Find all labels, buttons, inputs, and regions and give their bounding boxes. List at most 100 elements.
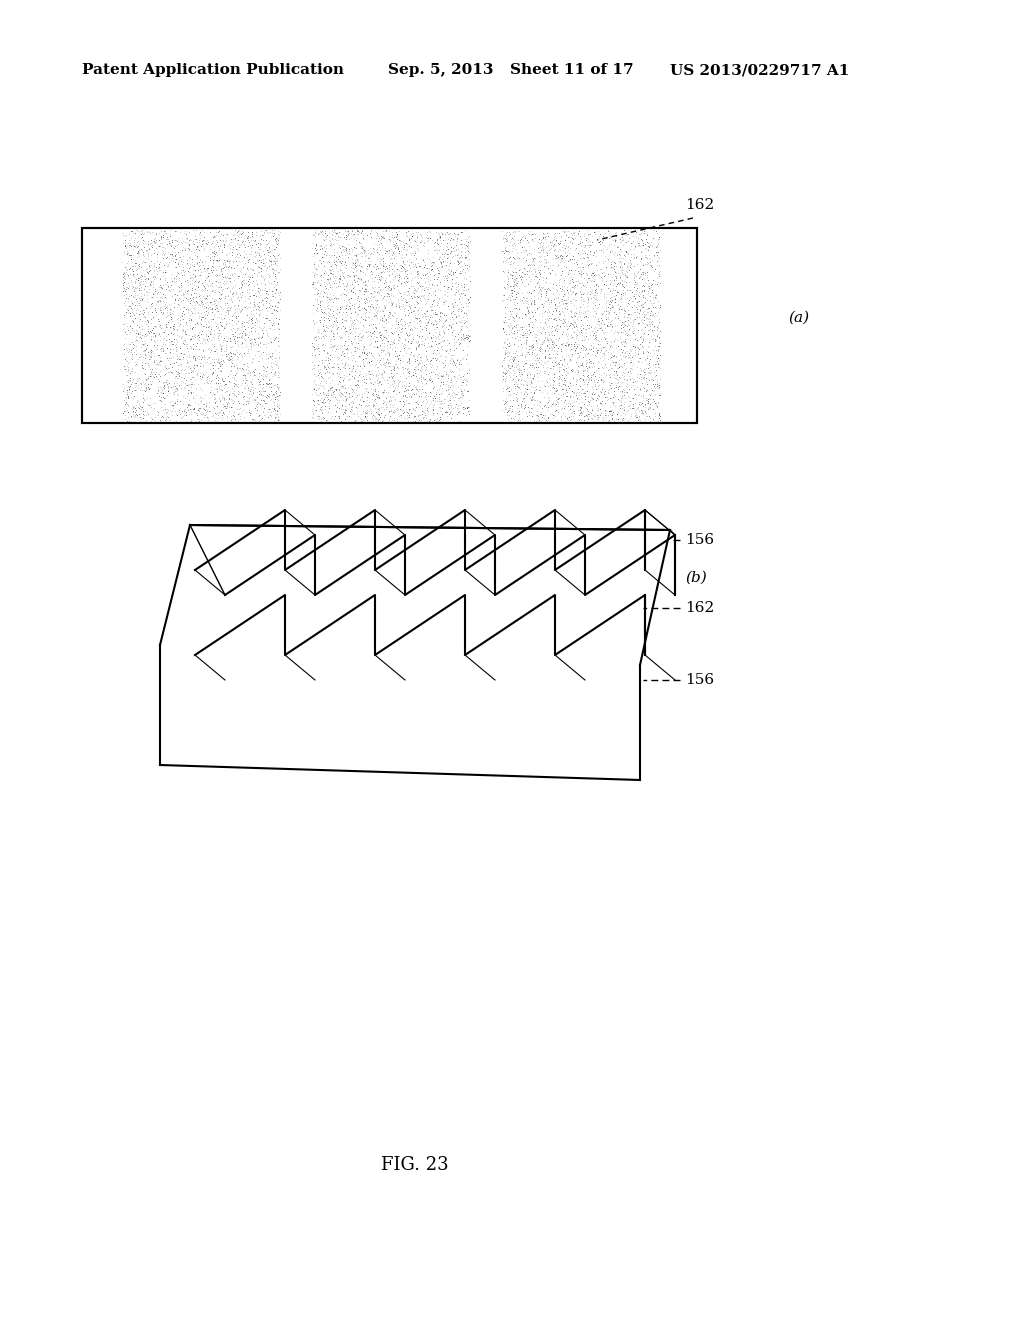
Point — [444, 352, 461, 374]
Point — [391, 327, 408, 348]
Point — [252, 302, 268, 323]
Point — [428, 314, 444, 335]
Point — [583, 315, 599, 337]
Point — [566, 248, 583, 269]
Point — [255, 248, 271, 269]
Point — [369, 302, 385, 323]
Point — [525, 409, 542, 430]
Point — [636, 281, 652, 302]
Point — [222, 264, 239, 285]
Point — [267, 387, 284, 408]
Point — [162, 317, 178, 338]
Point — [348, 238, 365, 259]
Point — [455, 347, 471, 368]
Point — [512, 395, 528, 416]
Point — [600, 404, 616, 425]
Point — [449, 371, 465, 392]
Point — [498, 224, 514, 246]
Point — [203, 315, 219, 337]
Point — [546, 309, 562, 330]
Point — [500, 309, 516, 330]
Point — [193, 409, 209, 430]
Point — [167, 341, 183, 362]
Point — [219, 285, 236, 306]
Point — [582, 389, 598, 411]
Point — [374, 381, 390, 403]
Point — [445, 389, 462, 411]
Point — [604, 385, 621, 407]
Point — [539, 356, 555, 378]
Point — [168, 220, 184, 242]
Point — [224, 263, 241, 284]
Point — [179, 252, 196, 273]
Point — [241, 399, 257, 420]
Point — [458, 292, 474, 313]
Point — [558, 407, 574, 428]
Point — [566, 302, 583, 323]
Point — [251, 404, 267, 425]
Point — [452, 256, 468, 277]
Point — [577, 339, 593, 360]
Point — [545, 372, 561, 393]
Point — [131, 347, 147, 368]
Point — [369, 335, 385, 356]
Point — [609, 364, 626, 385]
Point — [638, 372, 654, 393]
Point — [507, 269, 523, 290]
Point — [457, 370, 473, 391]
Point — [168, 334, 184, 355]
Point — [152, 350, 168, 371]
Point — [400, 372, 417, 393]
Point — [391, 294, 408, 315]
Point — [256, 313, 272, 334]
Point — [132, 300, 148, 321]
Point — [341, 405, 357, 426]
Point — [592, 399, 608, 420]
Point — [422, 277, 438, 298]
Point — [169, 378, 185, 399]
Point — [223, 306, 240, 327]
Point — [121, 351, 137, 372]
Point — [506, 281, 522, 302]
Point — [129, 368, 145, 389]
Point — [542, 264, 558, 285]
Point — [317, 220, 334, 242]
Point — [133, 271, 150, 292]
Point — [115, 232, 131, 253]
Point — [304, 351, 321, 372]
Point — [628, 272, 644, 293]
Point — [348, 333, 365, 354]
Point — [604, 337, 621, 358]
Point — [188, 356, 205, 378]
Point — [182, 401, 199, 422]
Point — [224, 378, 241, 399]
Point — [400, 403, 417, 424]
Point — [386, 380, 402, 401]
Point — [194, 333, 210, 354]
Point — [587, 285, 603, 306]
Point — [592, 339, 608, 360]
Point — [566, 294, 583, 315]
Point — [335, 272, 351, 293]
Point — [372, 371, 388, 392]
Point — [242, 234, 258, 255]
Point — [208, 234, 224, 255]
Point — [556, 275, 572, 296]
Point — [562, 408, 579, 429]
Point — [388, 294, 404, 315]
Point — [205, 251, 221, 272]
Point — [510, 401, 526, 422]
Point — [602, 388, 618, 409]
Point — [607, 252, 624, 273]
Point — [154, 335, 170, 356]
Point — [243, 236, 259, 257]
Point — [403, 288, 420, 309]
Point — [525, 354, 542, 375]
Point — [271, 222, 288, 243]
Point — [518, 334, 535, 355]
Point — [434, 366, 451, 387]
Point — [196, 404, 212, 425]
Point — [620, 310, 636, 331]
Point — [118, 261, 134, 282]
Point — [407, 255, 423, 276]
